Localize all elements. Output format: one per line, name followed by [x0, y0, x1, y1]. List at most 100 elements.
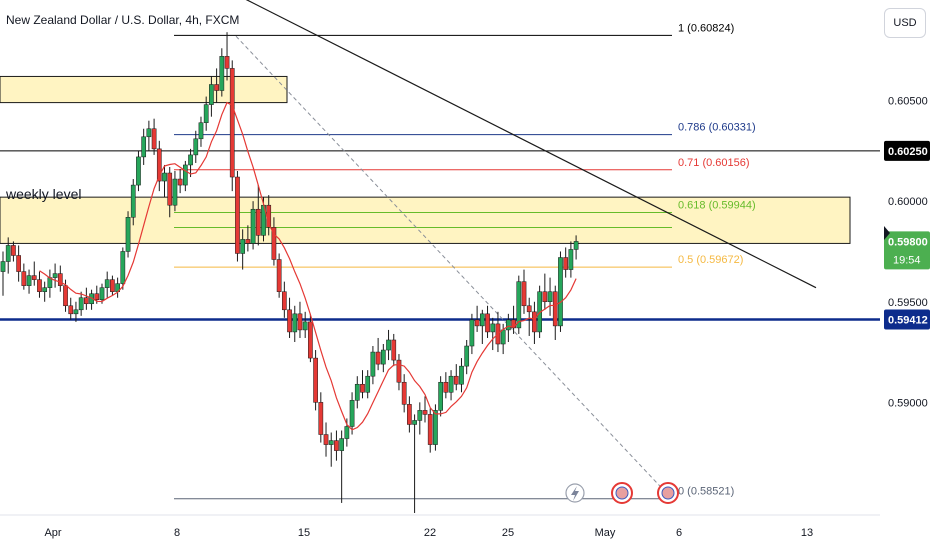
fib-level-label-4: 0.5 (0.59672)	[678, 254, 743, 266]
date-tick-label: 22	[424, 527, 436, 539]
candle-body	[360, 383, 365, 393]
event-icons[interactable]	[565, 482, 679, 504]
candle-body	[162, 172, 167, 182]
lightning-glyph-icon	[571, 486, 579, 501]
candle-body	[292, 313, 298, 333]
candle-body	[464, 345, 470, 367]
candle-body	[328, 440, 334, 445]
candle-body	[568, 249, 574, 270]
candle-body	[16, 255, 21, 272]
candle-body	[443, 381, 449, 393]
candle-body	[542, 291, 548, 303]
candle-body	[552, 291, 558, 327]
fib-level-label-2: 0.71 (0.60156)	[678, 157, 750, 169]
candle-body	[354, 383, 360, 401]
candle-body	[412, 420, 417, 425]
candle-body	[323, 434, 329, 445]
candle-body	[255, 208, 261, 236]
us-flag-glyph-icon-0	[615, 486, 629, 500]
candle-body	[193, 138, 199, 156]
fibonacci-labels: 1 (0.60824) 0.786 (0.60331) 0.71 (0.60156)…	[678, 22, 756, 497]
candle-body	[308, 321, 313, 359]
candle-body	[506, 319, 511, 331]
candle-body	[37, 279, 42, 292]
fib-diagonal	[235, 35, 673, 500]
candle-body	[31, 275, 37, 280]
candle-body	[318, 402, 324, 435]
fib-level-label-5: 0 (0.58521)	[678, 486, 734, 498]
price-tick-label: 0.60000	[888, 196, 928, 208]
candle-body	[469, 319, 475, 347]
price-badge-1	[884, 231, 930, 270]
price-badge-2	[884, 309, 930, 330]
candle-body	[177, 178, 183, 186]
candle-body	[99, 287, 105, 300]
price-badge-sub-1: 19:54	[893, 254, 921, 266]
candle-body	[235, 176, 240, 254]
price-badge-0	[884, 140, 930, 161]
candle-body	[287, 309, 292, 333]
date-tick-label: 15	[298, 527, 310, 539]
candle-body	[151, 128, 157, 150]
candle-body	[94, 293, 100, 300]
candle-body	[474, 319, 480, 327]
price-badge-label-0: 0.60250	[888, 146, 928, 158]
time-axis[interactable]: Apr 8 15 22 25 May 6 13	[0, 514, 880, 539]
levels-layer	[0, 0, 880, 500]
candle-body	[21, 271, 27, 286]
date-tick-label: 25	[502, 527, 514, 539]
candle-body	[448, 375, 454, 393]
candle-body	[271, 227, 277, 260]
candle-body	[11, 245, 16, 256]
us-flag-glyph-icon-1	[661, 486, 675, 500]
candle-body	[104, 279, 110, 288]
candle-body	[459, 365, 464, 385]
date-tick-label: 8	[174, 527, 180, 539]
candles-layer	[0, 32, 579, 513]
candle-body	[130, 184, 136, 218]
candle-body	[229, 68, 235, 178]
fib-level-label-1: 0.786 (0.60331)	[678, 122, 756, 134]
candle-body	[245, 239, 251, 244]
candle-body	[68, 305, 74, 315]
candle-body	[52, 273, 58, 278]
candle-body	[183, 164, 188, 186]
candle-body	[386, 339, 391, 351]
price-axis[interactable]: 0.60500 0.60000 0.59500 0.59000 0.60250 0.598…	[884, 96, 930, 410]
candle-body	[214, 84, 219, 91]
candle-body	[276, 259, 282, 292]
candle-body	[422, 410, 428, 415]
date-tick-label: 13	[801, 527, 813, 539]
candle-body	[365, 375, 371, 393]
currency-button[interactable]: USD	[884, 8, 926, 38]
candle-body	[532, 311, 537, 333]
candle-body	[57, 273, 63, 286]
moving-average-layer	[39, 101, 577, 431]
candle-body	[485, 313, 490, 333]
candle-body	[433, 410, 438, 445]
weekly-zone	[0, 196, 851, 244]
date-tick-label: 6	[676, 527, 682, 539]
candle-body	[120, 251, 126, 284]
candle-body	[521, 281, 527, 307]
candle-body	[224, 56, 230, 69]
weekly-level-label: weekly level	[6, 186, 82, 202]
candle-body	[156, 148, 162, 182]
candle-body	[203, 104, 209, 123]
candle-body	[198, 122, 204, 140]
candle-body	[42, 287, 48, 292]
candle-body	[0, 261, 6, 272]
candle-body	[391, 339, 397, 361]
candle-body	[110, 279, 115, 292]
candle-body	[479, 313, 485, 327]
candle-body	[370, 351, 376, 377]
candle-body	[250, 208, 256, 244]
candle-body	[380, 349, 386, 365]
candle-body	[490, 323, 496, 333]
trendline	[245, 0, 817, 289]
candle-body	[281, 291, 287, 311]
candle-body	[438, 381, 443, 411]
candle-body	[375, 351, 381, 365]
candle-body	[78, 297, 84, 311]
